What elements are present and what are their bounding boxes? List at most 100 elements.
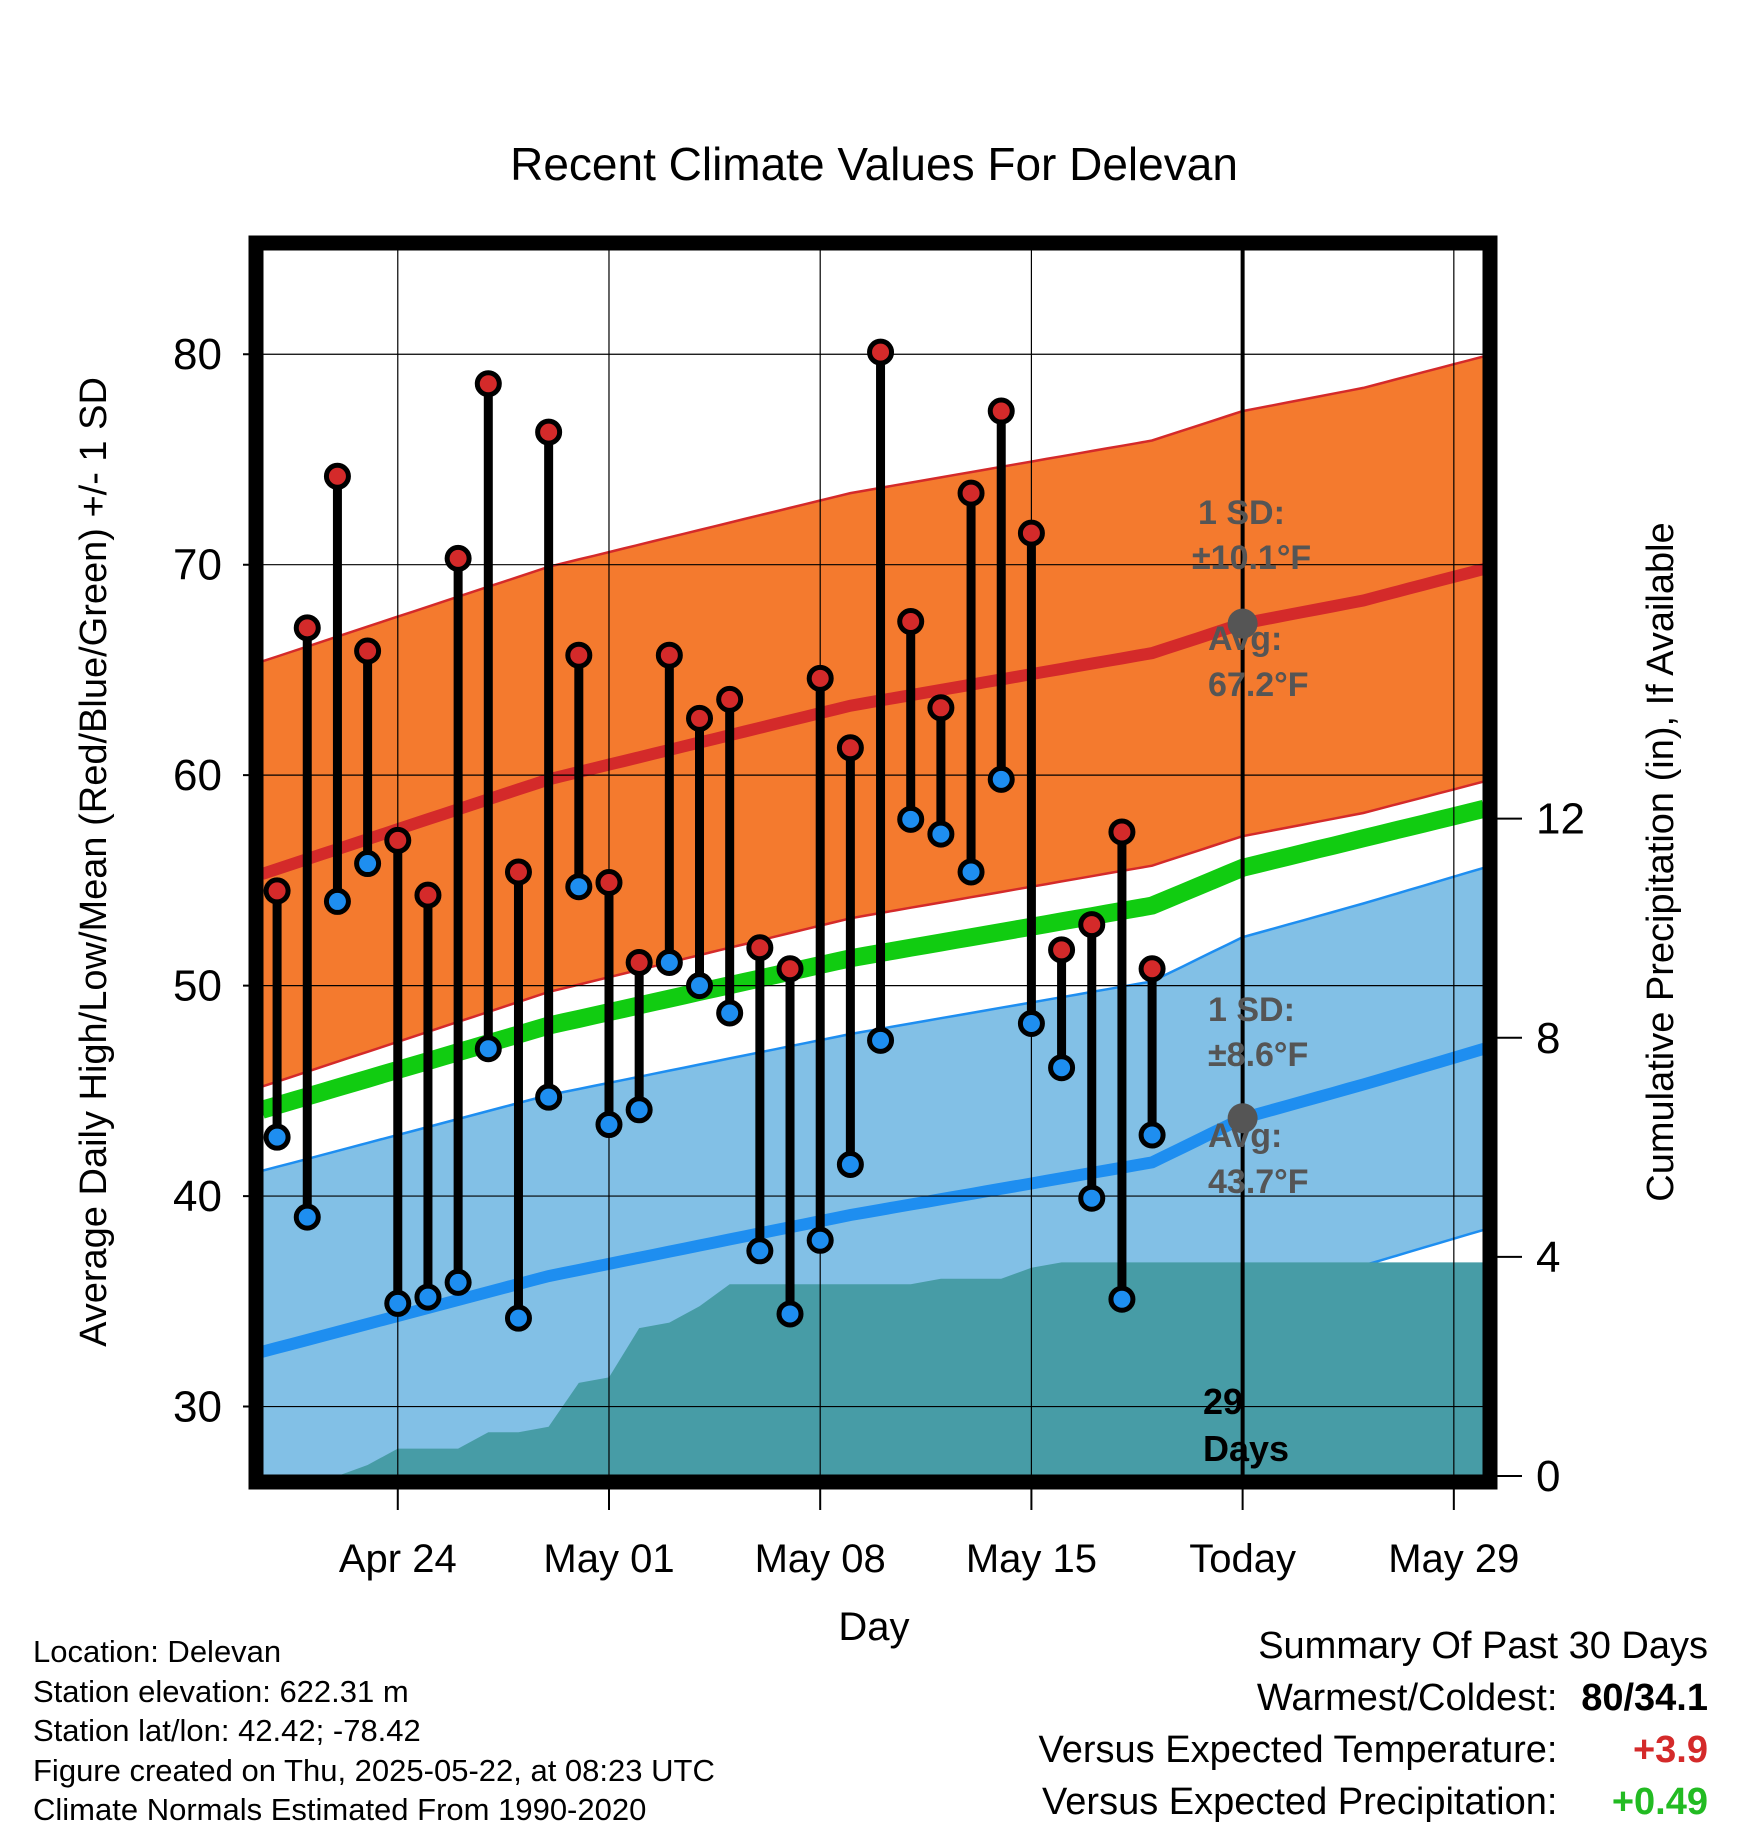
low-temp-point: [716, 999, 744, 1027]
low-temp-point: [444, 1268, 472, 1296]
high-temp-point: [444, 544, 472, 572]
high-temp-point: [686, 704, 714, 732]
high-temp-point: [987, 397, 1015, 425]
low-temp-point: [625, 1096, 653, 1124]
y-tick-label: 70: [173, 541, 222, 590]
low-temp-point: [1138, 1121, 1166, 1149]
high-temp-point: [293, 614, 321, 642]
low-temp-point: [323, 887, 351, 915]
high-temp-point: [1048, 936, 1076, 964]
low-temp-point: [776, 1300, 804, 1328]
high-temp-point: [354, 637, 382, 665]
high-temp-point: [323, 462, 351, 490]
location-text: Location: Delevan: [33, 1634, 282, 1669]
summary-panel: Summary Of Past 30 Days Warmest/Coldest:…: [1039, 1620, 1708, 1828]
high-temp-point: [746, 934, 774, 962]
elevation-text: Station elevation: 622.31 m: [33, 1673, 409, 1709]
precip-anomaly-row: Versus Expected Precipitation: +0.49: [1039, 1776, 1708, 1828]
low-temp-point: [897, 805, 925, 833]
normal-low-today-marker: [1227, 1103, 1258, 1134]
normal-mean-line: [262, 800, 1484, 1119]
precip-anomaly-label: Versus Expected Precipitation:: [1042, 1781, 1558, 1823]
x-tick-label: May 15: [966, 1537, 1097, 1581]
x-tick-label: Today: [1189, 1537, 1296, 1581]
x-tick-label: May 08: [755, 1537, 886, 1581]
low-avg-label: Avg:: [1208, 1117, 1282, 1155]
high-sd-value: ±10.1°F: [1192, 539, 1311, 577]
grid: [262, 249, 1484, 1476]
high-temp-point: [625, 948, 653, 976]
low-temp-point: [806, 1226, 834, 1254]
high-temp-point: [897, 608, 925, 636]
high-temp-point: [595, 868, 623, 896]
high-temp-point: [384, 826, 412, 854]
y2-tick-label: 4: [1536, 1233, 1560, 1282]
y2-tick-label: 0: [1536, 1452, 1560, 1501]
high-temp-point: [504, 858, 532, 886]
high-temp-point: [263, 877, 291, 905]
y-tick-label: 60: [173, 751, 222, 800]
precip-anomaly-value: +0.49: [1611, 1781, 1708, 1823]
low-temp-point: [384, 1289, 412, 1317]
low-temp-point: [263, 1123, 291, 1151]
y-tick-label: 80: [173, 330, 222, 379]
low-temp-point: [655, 948, 683, 976]
low-temp-point: [927, 820, 955, 848]
low-temp-point: [595, 1111, 623, 1139]
normal-high-today-marker: [1227, 608, 1258, 639]
normal-low-line: [262, 1043, 1484, 1358]
latlon-text: Station lat/lon: 42.42; -78.42: [33, 1713, 421, 1748]
low-avg-value: 43.7°F: [1208, 1163, 1309, 1201]
high-temp-point: [565, 641, 593, 669]
temp-anomaly-value: +3.9: [1632, 1729, 1708, 1771]
low-temp-point: [1108, 1285, 1136, 1313]
low-sd-value: ±8.6°F: [1208, 1036, 1308, 1074]
warmest-coldest-value: 80/34.1: [1581, 1677, 1708, 1719]
daily-bars: [263, 338, 1166, 1332]
low-temp-point: [836, 1151, 864, 1179]
plot-clip-group: [262, 355, 1484, 1476]
high-temp-point: [927, 694, 955, 722]
low-temp-point: [867, 1026, 895, 1054]
high-temp-point: [957, 479, 985, 507]
high-temp-point: [1138, 955, 1166, 983]
low-temp-point: [474, 1035, 502, 1063]
low-temp-point: [686, 972, 714, 1000]
low-temp-point: [1078, 1184, 1106, 1212]
high-sd-upper-edge: [262, 355, 1484, 663]
x-tick-label: May 01: [543, 1537, 674, 1581]
x-tick-label: Apr 24: [339, 1537, 457, 1581]
high-avg-label: Avg:: [1208, 620, 1282, 658]
low-temp-point: [504, 1304, 532, 1332]
high-temp-point: [535, 418, 563, 446]
axes: 30 40 50 60 70 80 0 4 8 12 Apr 24 May 01 May 08 May 1…: [173, 248, 1585, 1581]
high-temp-point: [806, 664, 834, 692]
high-sd-lower-edge: [262, 780, 1484, 1088]
low-temp-point: [1048, 1054, 1076, 1082]
high-sd-band: [262, 356, 1484, 1087]
warmest-coldest-row: Warmest/Coldest: 80/34.1: [1039, 1672, 1708, 1724]
temp-anomaly-row: Versus Expected Temperature: +3.9: [1039, 1724, 1708, 1776]
created-text: Figure created on Thu, 2025-05-22, at 08…: [33, 1752, 715, 1788]
high-temp-point: [655, 641, 683, 669]
days-count: 29: [1203, 1381, 1243, 1422]
x-axis-label: Day: [838, 1605, 909, 1649]
precipitation-area: [262, 1262, 1484, 1476]
warmest-coldest-label: Warmest/Coldest:: [1256, 1677, 1558, 1719]
low-temp-point: [1017, 1010, 1045, 1038]
low-temp-point: [957, 858, 985, 886]
temp-anomaly-label: Versus Expected Temperature:: [1038, 1729, 1558, 1771]
low-sd-label: 1 SD:: [1208, 991, 1295, 1029]
high-temp-point: [414, 881, 442, 909]
high-temp-point: [776, 955, 804, 983]
low-temp-point: [565, 873, 593, 901]
high-temp-point: [474, 370, 502, 398]
low-temp-point: [354, 850, 382, 878]
station-info: Location: Delevan Station elevation: 622…: [33, 1632, 715, 1830]
high-temp-point: [1108, 818, 1136, 846]
high-avg-value: 67.2°F: [1208, 666, 1309, 704]
low-temp-point: [535, 1083, 563, 1111]
y-tick-label: 30: [173, 1383, 222, 1432]
high-temp-point: [716, 685, 744, 713]
